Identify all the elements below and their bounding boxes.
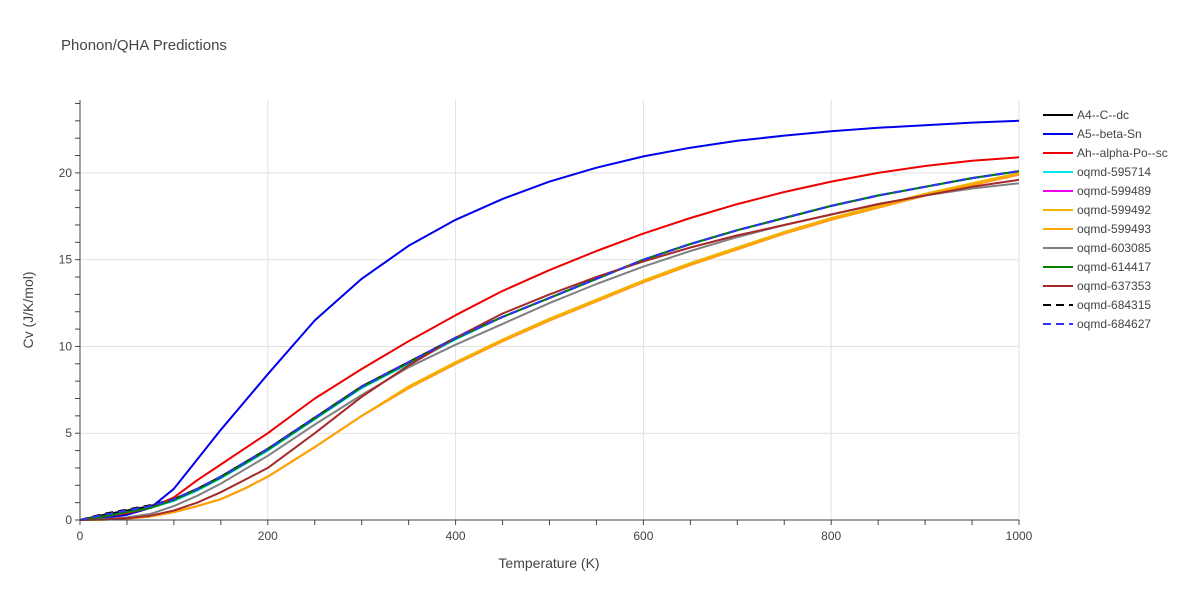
grid xyxy=(80,100,1020,520)
series-line-A5--beta-Sn xyxy=(79,119,1020,521)
legend-item-A4--C--dc[interactable]: A4--C--dc xyxy=(1043,108,1129,122)
series-line-oqmd-637353 xyxy=(79,178,1020,521)
legend-label: A4--C--dc xyxy=(1077,108,1129,122)
x-axis-title: Temperature (K) xyxy=(498,555,599,571)
y-tick-label: 20 xyxy=(59,166,73,180)
legend-label: oqmd-599489 xyxy=(1077,184,1151,198)
x-tick-label: 600 xyxy=(633,529,653,543)
x-tick-label: 1000 xyxy=(1006,529,1033,543)
series-line-A4--C--dc xyxy=(79,170,1020,521)
legend-item-oqmd-684627[interactable]: oqmd-684627 xyxy=(1043,317,1151,331)
series-line-oqmd-684627 xyxy=(79,170,1020,521)
legend-item-A5--beta-Sn[interactable]: A5--beta-Sn xyxy=(1043,127,1142,141)
series-line-Ah--alpha-Po--sc xyxy=(79,156,1020,521)
legend-item-oqmd-595714[interactable]: oqmd-595714 xyxy=(1043,165,1151,179)
legend-label: A5--beta-Sn xyxy=(1077,127,1142,141)
legend-item-oqmd-599493[interactable]: oqmd-599493 xyxy=(1043,222,1151,236)
legend-item-oqmd-614417[interactable]: oqmd-614417 xyxy=(1043,260,1151,274)
legend-item-Ah--alpha-Po--sc[interactable]: Ah--alpha-Po--sc xyxy=(1043,146,1168,160)
x-tick-label: 200 xyxy=(258,529,278,543)
legend-label: oqmd-684627 xyxy=(1077,317,1151,331)
legend-label: oqmd-595714 xyxy=(1077,165,1151,179)
legend-item-oqmd-603085[interactable]: oqmd-603085 xyxy=(1043,241,1151,255)
legend-item-oqmd-599489[interactable]: oqmd-599489 xyxy=(1043,184,1151,198)
x-tick-label: 800 xyxy=(821,529,841,543)
y-tick-label: 15 xyxy=(59,253,73,267)
legend-label: oqmd-599492 xyxy=(1077,203,1151,217)
series-line-oqmd-599489 xyxy=(79,173,1020,521)
y-tick-label: 5 xyxy=(65,426,72,440)
series-line-oqmd-614417 xyxy=(79,170,1020,521)
legend-label: oqmd-603085 xyxy=(1077,241,1151,255)
series-line-oqmd-684315 xyxy=(79,170,1020,521)
series-line-oqmd-603085 xyxy=(79,182,1020,521)
x-tick-label: 400 xyxy=(446,529,466,543)
legend[interactable]: A4--C--dc A5--beta-Sn Ah--alpha-Po--sc oqmd… xyxy=(1043,108,1168,331)
series-lines xyxy=(79,119,1020,521)
chart-title: Phonon/QHA Predictions xyxy=(61,37,227,54)
series-line-oqmd-599493 xyxy=(79,173,1020,521)
legend-label: oqmd-637353 xyxy=(1077,279,1151,293)
y-axis-title: Cv (J/K/mol) xyxy=(20,272,36,349)
axes: 0 200 400 600 800 1000 0 5 10 15 20 xyxy=(59,100,1033,543)
legend-item-oqmd-637353[interactable]: oqmd-637353 xyxy=(1043,279,1151,293)
y-tick-label: 0 xyxy=(65,513,72,527)
legend-item-oqmd-599492[interactable]: oqmd-599492 xyxy=(1043,203,1151,217)
y-tick-label: 10 xyxy=(59,339,73,353)
legend-label: oqmd-599493 xyxy=(1077,222,1151,236)
legend-label: Ah--alpha-Po--sc xyxy=(1077,146,1168,160)
legend-label: oqmd-684315 xyxy=(1077,298,1151,312)
legend-item-oqmd-684315[interactable]: oqmd-684315 xyxy=(1043,298,1151,312)
legend-label: oqmd-614417 xyxy=(1077,260,1151,274)
x-tick-label: 0 xyxy=(77,529,84,543)
series-line-oqmd-595714 xyxy=(79,170,1020,521)
